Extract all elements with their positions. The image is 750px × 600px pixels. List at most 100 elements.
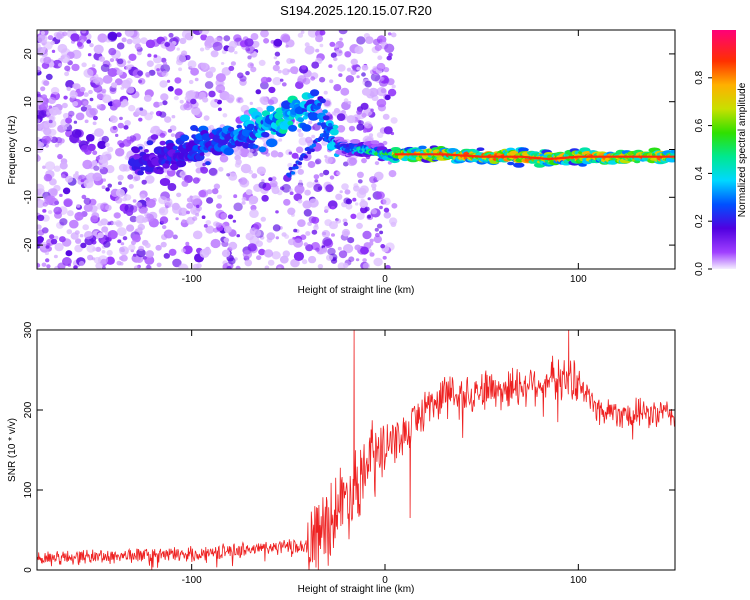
noise-blob (203, 115, 210, 121)
noise-blob (236, 234, 240, 238)
noise-blob (53, 254, 58, 259)
noise-blob (101, 226, 109, 233)
noise-blob (122, 164, 131, 172)
noise-blob (174, 88, 183, 96)
noise-blob (356, 109, 362, 115)
noise-blob (365, 36, 374, 44)
signal-blob (290, 171, 296, 175)
noise-blob (91, 64, 96, 68)
signal-blob (418, 145, 427, 150)
noise-blob (269, 180, 278, 188)
noise-blob (46, 264, 51, 269)
noise-blob (247, 62, 254, 69)
noise-blob (192, 230, 203, 240)
noise-blob (153, 54, 158, 58)
noise-blob (379, 76, 385, 81)
noise-blob (204, 81, 214, 89)
noise-blob (232, 219, 237, 223)
noise-blob (340, 87, 350, 96)
noise-blob (97, 255, 109, 265)
noise-blob (228, 241, 238, 250)
noise-blob (58, 155, 62, 159)
noise-blob (277, 266, 282, 269)
noise-blob (59, 138, 65, 144)
noise-blob (338, 30, 348, 35)
noise-blob (74, 212, 84, 221)
noise-blob (62, 187, 71, 195)
noise-blob (255, 240, 263, 247)
noise-blob (106, 249, 113, 256)
noise-blob (45, 258, 50, 263)
noise-blob (103, 240, 111, 248)
noise-blob (234, 51, 238, 55)
noise-blob (166, 79, 171, 83)
noise-blob (37, 263, 41, 268)
noise-blob (113, 212, 121, 219)
noise-blob (263, 38, 270, 44)
noise-blob (176, 192, 182, 198)
noise-blob (53, 206, 62, 215)
noise-blob (315, 48, 320, 53)
noise-blob (311, 229, 318, 235)
noise-blob (230, 61, 236, 66)
noise-blob (338, 73, 343, 77)
noise-blob (188, 79, 194, 85)
noise-blob (319, 76, 326, 83)
spectrogram-plot-area (37, 30, 675, 269)
noise-blob (66, 86, 72, 91)
signal-blob (370, 140, 380, 145)
noise-blob (343, 230, 349, 236)
noise-blob (81, 30, 87, 34)
noise-blob (181, 219, 186, 224)
noise-blob (163, 229, 174, 239)
noise-blob (321, 248, 328, 254)
noise-blob (77, 139, 82, 144)
noise-blob (43, 127, 52, 136)
noise-blob (289, 188, 293, 192)
noise-blob (87, 143, 96, 152)
noise-blob (89, 43, 94, 48)
noise-blob (176, 47, 180, 51)
noise-blob (278, 138, 283, 142)
noise-blob (275, 60, 280, 66)
noise-blob (272, 224, 281, 232)
noise-blob (102, 75, 113, 84)
signal-blob (223, 147, 234, 156)
noise-blob (40, 30, 46, 35)
noise-blob (273, 56, 277, 60)
noise-blob (190, 195, 201, 205)
signal-blob (255, 132, 263, 139)
noise-blob (218, 90, 222, 94)
noise-blob (306, 181, 314, 188)
noise-blob (277, 151, 284, 158)
noise-blob (298, 132, 304, 138)
signal-blob (322, 133, 327, 138)
y-tick-label: 0 (23, 146, 34, 152)
colorbar-tick-label: 0.2 (694, 214, 705, 228)
noise-blob (54, 242, 64, 252)
noise-blob (215, 222, 222, 228)
noise-blob (279, 78, 284, 82)
noise-blob (335, 193, 343, 200)
noise-blob (368, 241, 374, 246)
noise-blob (359, 200, 369, 209)
y-tick-label: 0 (23, 567, 34, 573)
noise-blob (281, 183, 292, 193)
noise-blob (127, 174, 134, 180)
noise-blob (122, 236, 128, 241)
noise-blob (137, 50, 142, 56)
noise-blob (83, 100, 88, 106)
noise-blob (308, 198, 319, 208)
noise-blob (228, 257, 236, 265)
x-tick-label: 0 (382, 274, 388, 285)
noise-blob (48, 119, 53, 124)
noise-blob (176, 54, 187, 64)
signal-blob (143, 149, 149, 153)
noise-blob (42, 209, 47, 213)
noise-blob (37, 66, 41, 73)
noise-blob (258, 59, 266, 66)
noise-blob (297, 32, 304, 38)
noise-blob (343, 221, 349, 227)
noise-blob (64, 71, 70, 77)
noise-blob (247, 152, 254, 158)
